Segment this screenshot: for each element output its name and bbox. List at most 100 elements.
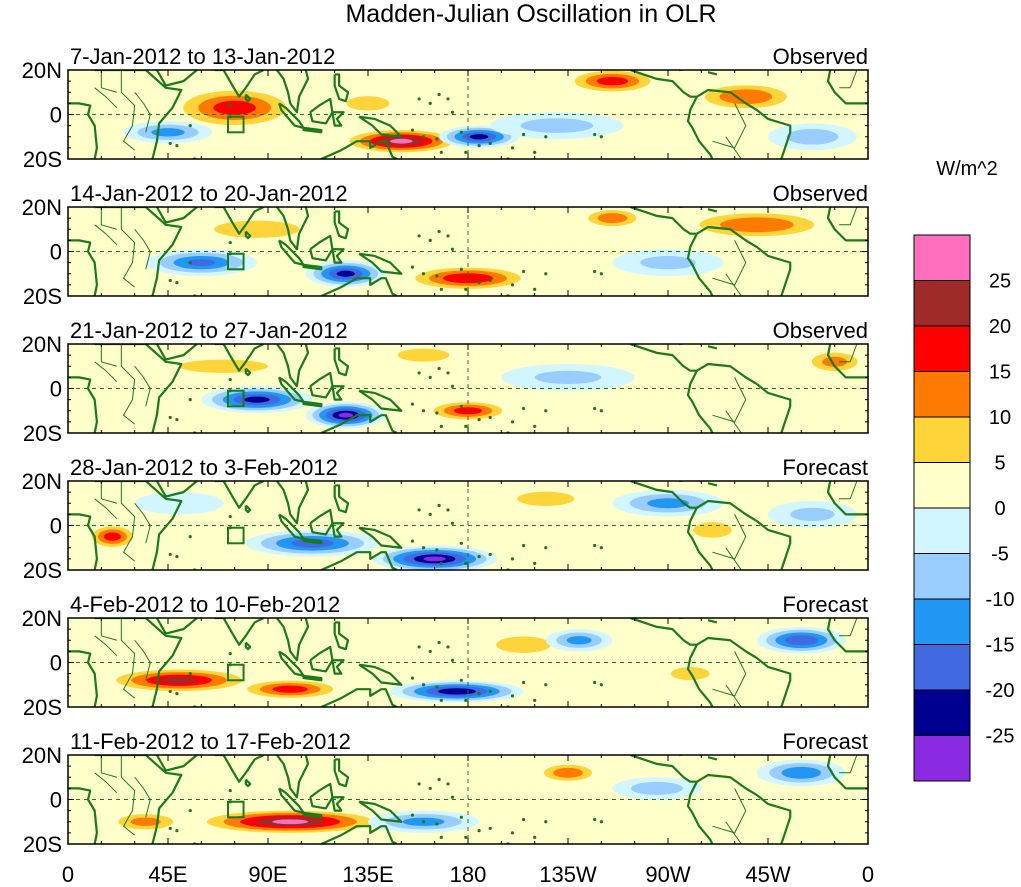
coastline: [214, 481, 265, 509]
panel-contents: [68, 755, 868, 844]
positive-anomaly-contour: [597, 213, 628, 224]
positive-anomaly-contour: [397, 348, 450, 362]
island: [593, 817, 597, 822]
island: [464, 424, 468, 428]
island: [593, 269, 597, 274]
country-border: [725, 410, 742, 433]
country-border: [725, 136, 742, 159]
colorbar-swatch: [913, 553, 971, 600]
negative-anomaly-contour: [534, 370, 602, 385]
coastline: [333, 210, 350, 240]
coastline: [333, 758, 350, 788]
island: [168, 552, 172, 557]
lat-label: 0: [50, 651, 62, 676]
island: [459, 130, 463, 134]
island: [410, 539, 415, 543]
country-border: [134, 365, 151, 407]
colorbar-level-label: -10: [986, 589, 1015, 611]
coastline: [629, 618, 697, 646]
panel-type-label: Observed: [773, 181, 868, 206]
island: [421, 683, 426, 687]
island: [228, 515, 232, 519]
coastline: [707, 619, 718, 624]
island: [459, 541, 463, 545]
lat-label: 20S: [23, 558, 62, 583]
negative-anomaly-contour: [520, 118, 594, 133]
negative-anomaly-contour: [647, 498, 689, 509]
positive-anomaly-contour: [213, 100, 256, 115]
island: [417, 97, 421, 101]
negative-anomaly-contour: [423, 556, 446, 562]
coastline: [686, 370, 714, 433]
island: [488, 552, 492, 557]
negative-anomaly-contour: [937, 125, 998, 140]
coastline: [68, 513, 98, 570]
negative-anomaly-contour: [244, 396, 270, 403]
positive-anomaly-contour: [22, 357, 47, 367]
country-border: [725, 684, 742, 707]
figure-title: Madden-Julian Oscillation in OLR: [345, 0, 716, 28]
negative-anomaly-contour: [0, 632, 27, 648]
panel-date-range: 28-Jan-2012 to 3-Feb-2012: [70, 455, 338, 480]
island: [446, 97, 450, 101]
positive-anomaly-contour: [1014, 221, 1021, 238]
colorbar-swatch: [913, 644, 971, 691]
island: [175, 555, 179, 559]
coastline: [331, 385, 345, 401]
map-panel: 14-Jan-2012 to 20-Jan-2012 Observed 20N 0 20…: [0, 181, 1021, 309]
positive-anomaly-contour: [822, 356, 848, 367]
island: [188, 124, 192, 128]
country-border: [839, 481, 858, 500]
positive-anomaly-contour: [0, 213, 14, 236]
island: [188, 398, 192, 402]
island: [593, 680, 597, 685]
coastline: [276, 481, 310, 525]
negative-anomaly-contour: [0, 630, 37, 651]
lat-label: 0: [50, 788, 62, 813]
negative-anomaly-contour: [336, 270, 356, 277]
panel-contents: [22, 344, 868, 433]
island: [439, 698, 443, 702]
colorbar-level-label: 5: [994, 453, 1005, 475]
country-border: [94, 772, 118, 794]
coastline: [320, 140, 398, 159]
coastline: [686, 507, 714, 570]
island: [488, 689, 492, 694]
coastline: [302, 126, 323, 134]
island: [417, 371, 421, 375]
lat-label: 20N: [22, 469, 62, 494]
island: [488, 826, 492, 831]
coastline: [696, 499, 792, 570]
island: [477, 692, 481, 696]
colorbar-level-label: 15: [989, 362, 1011, 384]
negative-anomaly-contour: [974, 256, 1021, 269]
island: [421, 272, 426, 276]
reference-box: [227, 800, 245, 819]
coastline: [331, 796, 345, 812]
coastline: [94, 70, 183, 159]
lon-label: 45E: [148, 862, 187, 887]
island: [188, 672, 192, 676]
island: [437, 229, 441, 234]
island: [439, 835, 443, 839]
island: [228, 378, 232, 382]
island: [459, 815, 463, 819]
coastline: [278, 787, 305, 814]
island: [446, 645, 450, 649]
island: [521, 543, 526, 548]
coastline: [331, 522, 345, 538]
negative-anomaly-contour: [781, 766, 822, 779]
coastline: [826, 344, 868, 379]
island: [446, 234, 450, 238]
island: [450, 521, 455, 525]
coastline: [686, 781, 714, 844]
island: [188, 809, 192, 813]
island: [593, 406, 597, 411]
coastline: [276, 755, 310, 799]
coastline: [320, 277, 398, 296]
positive-anomaly-contour: [998, 96, 1021, 120]
island: [521, 817, 526, 822]
island: [446, 371, 450, 375]
lon-label: 90W: [645, 862, 690, 887]
negative-anomaly-contour: [640, 255, 696, 270]
